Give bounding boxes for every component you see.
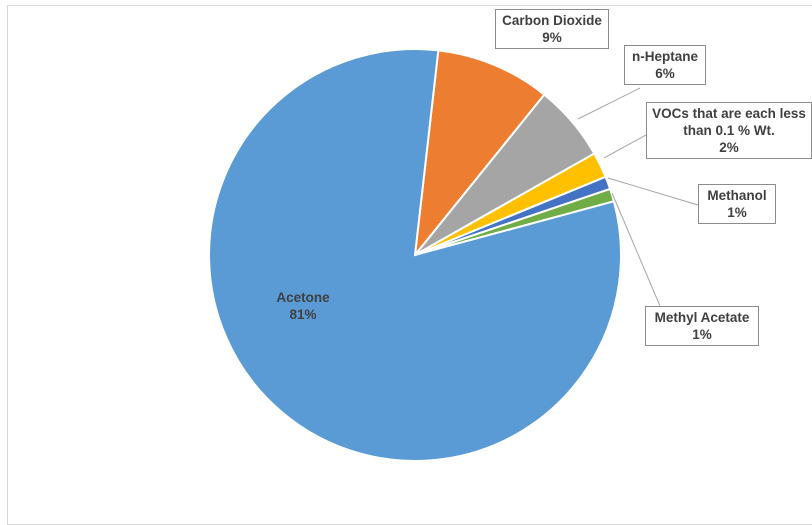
pie-chart — [208, 48, 699, 462]
data-label-carbon-dioxide: Carbon Dioxide 9% — [495, 9, 609, 49]
slice-label-vocs: VOCs that are each less than 0.1 % Wt. — [652, 106, 806, 138]
slice-label-carbon-dioxide: Carbon Dioxide — [502, 13, 602, 28]
leader-line-vocs — [603, 134, 647, 159]
data-label-acetone: Acetone 81% — [268, 289, 338, 323]
slice-label-methyl-acetate: Methyl Acetate — [654, 310, 750, 325]
slice-value-n-heptane: 6% — [655, 66, 675, 81]
leader-line-n-heptane — [577, 87, 641, 120]
data-label-vocs: VOCs that are each less than 0.1 % Wt. 2… — [646, 102, 812, 159]
slice-value-acetone: 81% — [289, 307, 317, 322]
slice-value-methyl-acetate: 1% — [692, 327, 712, 342]
data-label-n-heptane: n-Heptane 6% — [624, 45, 706, 85]
slice-value-vocs: 2% — [719, 140, 739, 155]
slice-label-acetone: Acetone — [276, 290, 330, 305]
slice-label-n-heptane: n-Heptane — [631, 49, 698, 64]
pie-slice-acetone — [208, 48, 622, 462]
slice-value-carbon-dioxide: 9% — [542, 30, 562, 45]
leader-line-methyl-acetate — [611, 192, 661, 307]
slice-label-methanol: Methanol — [707, 188, 767, 203]
data-label-methanol: Methanol 1% — [698, 184, 776, 224]
pie-slice-carbon-dioxide — [413, 49, 546, 259]
slice-value-methanol: 1% — [727, 205, 747, 220]
leader-line-methanol — [607, 177, 699, 206]
data-label-methyl-acetate: Methyl Acetate 1% — [645, 306, 759, 346]
